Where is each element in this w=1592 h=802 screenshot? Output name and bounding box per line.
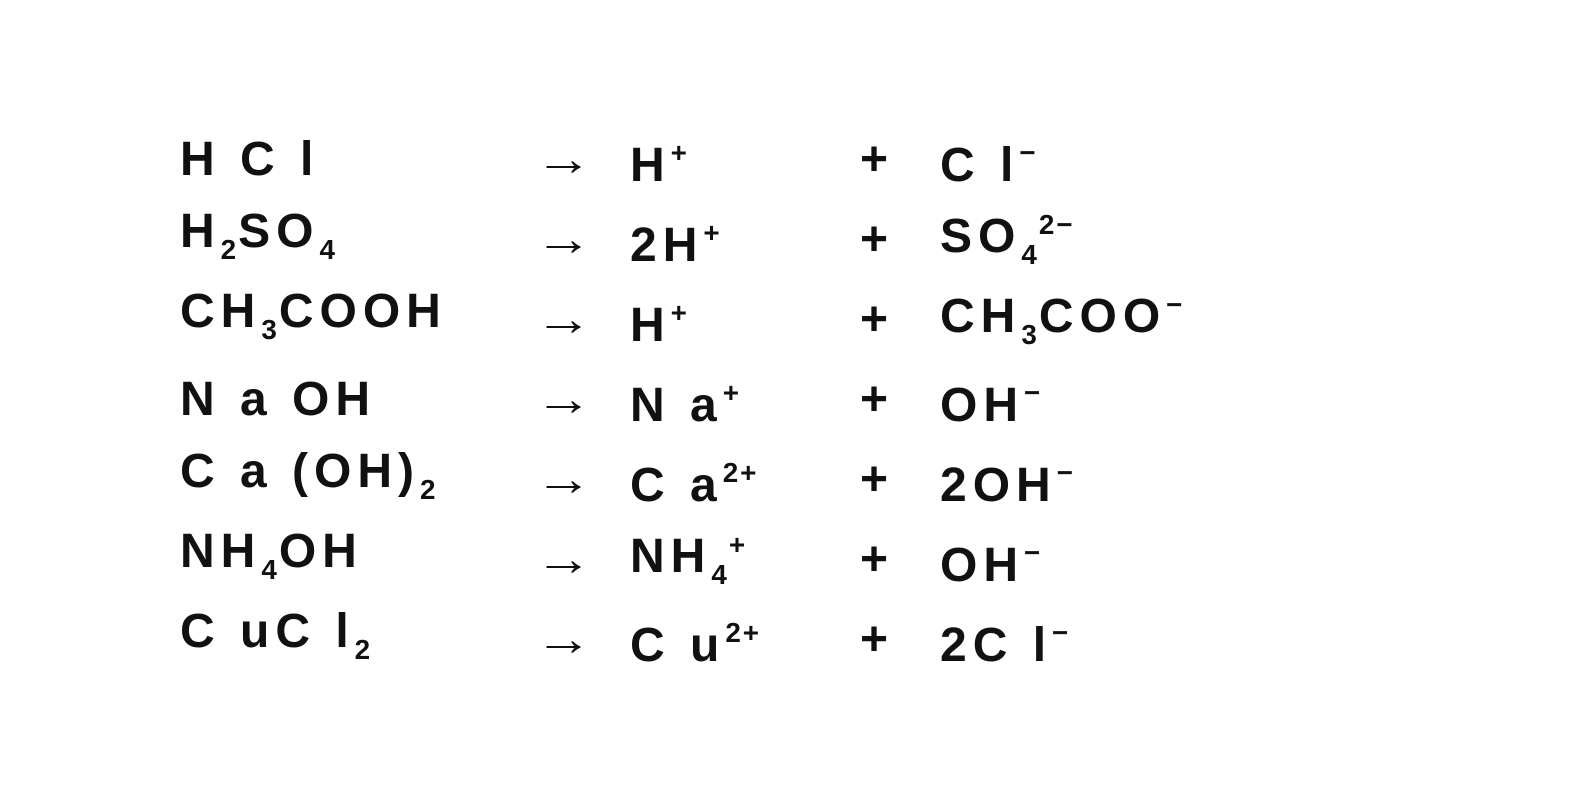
reactant: CH3COOH xyxy=(180,272,540,369)
reactant: H C l xyxy=(180,120,540,200)
arrow-icon: → xyxy=(540,600,630,680)
equation-row: C uC l2→C u2++2C l− xyxy=(180,600,1440,680)
equation-row: NH4OH→NH4++OH− xyxy=(180,520,1440,600)
product-b: OH− xyxy=(940,515,1440,606)
arrow-icon: → xyxy=(540,200,630,280)
plus-icon: + xyxy=(860,520,940,600)
arrow-icon: → xyxy=(540,520,630,600)
arrow-icon: → xyxy=(540,280,630,360)
equation-row: CH3COOH→H++CH3COO− xyxy=(180,280,1440,360)
plus-icon: + xyxy=(860,280,940,360)
product-a: H+ xyxy=(630,275,860,366)
plus-icon: + xyxy=(860,600,940,680)
plus-icon: + xyxy=(860,360,940,440)
plus-icon: + xyxy=(860,440,940,520)
reactant: C uC l2 xyxy=(180,592,540,689)
product-a: 2H+ xyxy=(630,195,860,286)
equation-row: N a OH→N a++OH− xyxy=(180,360,1440,440)
product-b: OH− xyxy=(940,355,1440,446)
page: H C l→H++C l−H2SO4→2H++SO42−CH3COOH→H++C… xyxy=(0,0,1592,802)
equation-list: H C l→H++C l−H2SO4→2H++SO42−CH3COOH→H++C… xyxy=(180,120,1440,680)
product-b: 2C l− xyxy=(940,595,1440,686)
product-a: H+ xyxy=(630,115,860,206)
product-a: C u2+ xyxy=(630,595,860,686)
product-b: 2OH− xyxy=(940,435,1440,526)
arrow-icon: → xyxy=(540,440,630,520)
arrow-icon: → xyxy=(540,360,630,440)
plus-icon: + xyxy=(860,200,940,280)
reactant: N a OH xyxy=(180,360,540,440)
product-a: N a+ xyxy=(630,355,860,446)
plus-icon: + xyxy=(860,120,940,200)
arrow-icon: → xyxy=(540,120,630,200)
